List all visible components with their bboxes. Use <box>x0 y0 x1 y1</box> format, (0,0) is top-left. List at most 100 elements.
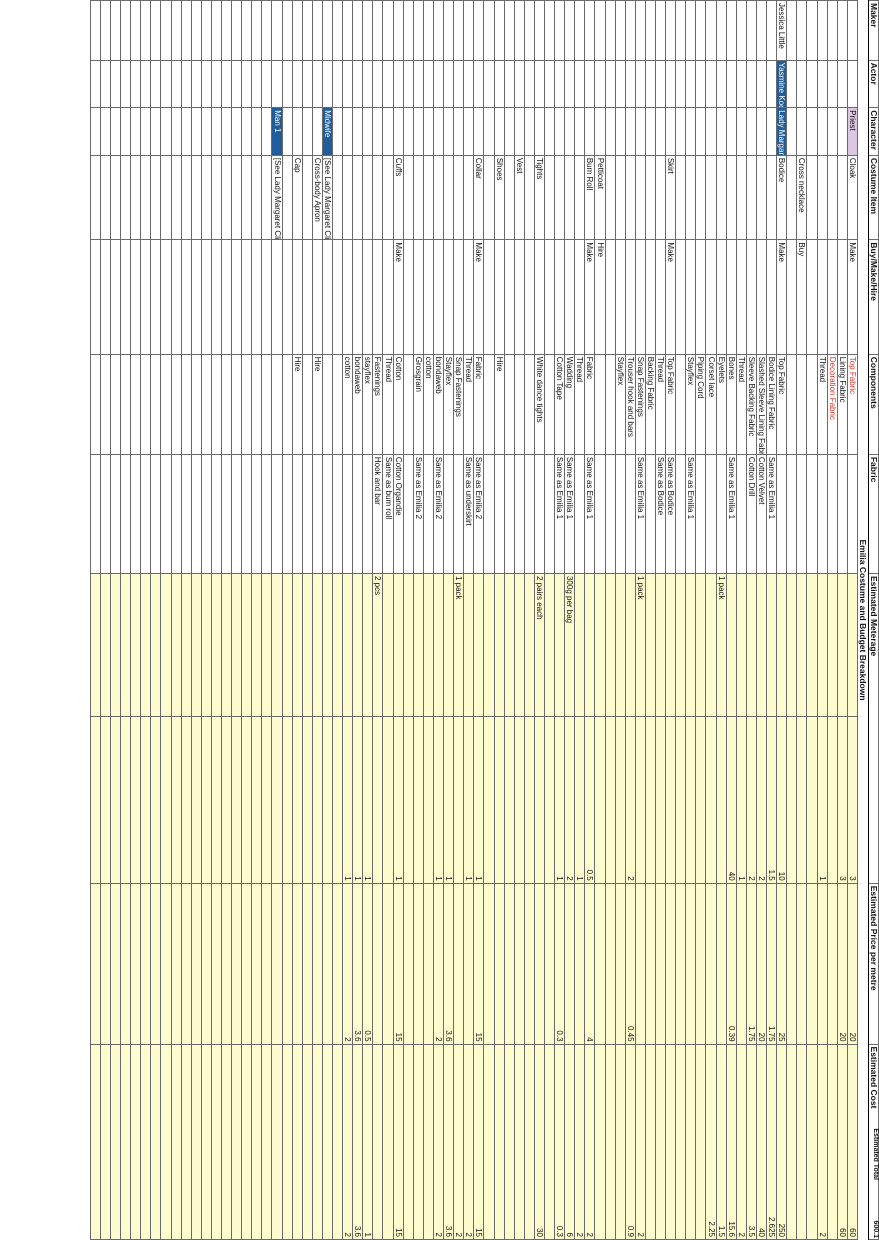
estimated-cost-cell[interactable] <box>271 1044 283 1240</box>
character-cell[interactable] <box>554 107 565 156</box>
estimated-cost-cell[interactable] <box>786 1044 797 1240</box>
empty-cell[interactable] <box>120 716 131 884</box>
meterage-note-cell[interactable] <box>443 573 454 717</box>
meterage-note-cell[interactable] <box>403 573 414 717</box>
fabric-cell[interactable] <box>271 454 283 574</box>
component-cell[interactable]: Slashed Sleeve Lining Fabric <box>756 354 767 455</box>
costume-item-cell[interactable] <box>403 155 414 240</box>
estimated-cost-cell[interactable] <box>322 1044 333 1240</box>
character-cell[interactable] <box>433 107 444 156</box>
meterage-note-cell[interactable] <box>756 573 767 717</box>
price-per-metre-cell[interactable] <box>453 883 464 1045</box>
maker-cell[interactable] <box>423 0 434 61</box>
estimated-cost-cell[interactable] <box>645 1044 656 1240</box>
component-cell[interactable]: Hire <box>292 354 303 455</box>
estimated-cost-cell[interactable]: 15 <box>393 1044 404 1240</box>
estimated-cost-cell[interactable] <box>806 1044 818 1240</box>
column-header-maker[interactable]: Maker <box>868 0 879 61</box>
costume-item-cell[interactable]: Cap <box>292 155 303 240</box>
character-cell[interactable] <box>786 107 797 156</box>
buy-make-hire-cell[interactable] <box>423 239 434 355</box>
estimated-cost-cell[interactable]: 15.6 <box>726 1044 737 1240</box>
character-cell[interactable]: Lady Margaret Clifford <box>776 107 787 156</box>
costume-item-cell[interactable] <box>806 155 818 240</box>
fabric-cell[interactable] <box>443 454 454 574</box>
empty-cell[interactable] <box>231 0 242 61</box>
fabric-cell[interactable] <box>605 454 616 574</box>
fabric-cell[interactable]: Cotton Drill <box>746 454 757 574</box>
maker-cell[interactable] <box>463 0 474 61</box>
fabric-cell[interactable] <box>776 454 787 574</box>
actor-cell[interactable] <box>675 60 686 108</box>
costume-item-cell[interactable]: Tights <box>534 155 545 240</box>
character-cell[interactable]: Midwife <box>322 107 333 156</box>
actor-cell[interactable] <box>322 60 333 108</box>
costume-item-cell[interactable] <box>655 155 666 240</box>
empty-cell[interactable] <box>150 239 161 355</box>
meterage-note-cell[interactable] <box>776 573 787 717</box>
quantity-cell[interactable]: 2 <box>746 716 757 884</box>
estimated-cost-cell[interactable] <box>544 1044 555 1240</box>
column-header-costume-item[interactable]: Costume Item <box>868 155 879 240</box>
estimated-cost-cell[interactable]: 2 <box>584 1044 595 1240</box>
estimated-cost-cell[interactable]: 2 <box>463 1044 474 1240</box>
fabric-cell[interactable] <box>494 454 505 574</box>
meterage-note-cell[interactable] <box>413 573 424 717</box>
buy-make-hire-cell[interactable] <box>706 239 717 355</box>
meterage-note-cell[interactable] <box>282 573 293 717</box>
character-cell[interactable] <box>736 107 747 156</box>
maker-cell[interactable] <box>786 0 797 61</box>
empty-cell[interactable] <box>191 354 202 455</box>
empty-cell[interactable] <box>100 454 111 574</box>
price-per-metre-cell[interactable] <box>383 883 394 1045</box>
buy-make-hire-cell[interactable] <box>403 239 414 355</box>
empty-cell[interactable] <box>110 1044 121 1240</box>
component-cell[interactable]: Corset lace <box>706 354 717 455</box>
costume-item-cell[interactable] <box>706 155 717 240</box>
costume-item-cell[interactable] <box>504 155 515 240</box>
character-cell[interactable] <box>806 107 818 156</box>
component-cell[interactable] <box>504 354 515 455</box>
maker-cell[interactable] <box>736 0 747 61</box>
price-per-metre-cell[interactable] <box>372 883 383 1045</box>
empty-cell[interactable] <box>171 239 182 355</box>
column-header-fabric[interactable]: Fabric <box>868 454 879 574</box>
character-cell[interactable] <box>837 107 848 156</box>
empty-cell[interactable] <box>211 155 222 240</box>
empty-cell[interactable] <box>110 239 121 355</box>
estimated-cost-cell[interactable]: 30 <box>534 1044 545 1240</box>
empty-cell[interactable] <box>90 716 101 884</box>
fabric-cell[interactable] <box>342 454 353 574</box>
character-cell[interactable] <box>463 107 474 156</box>
meterage-note-cell[interactable] <box>423 573 434 717</box>
price-per-metre-cell[interactable]: 0.3 <box>554 883 565 1045</box>
component-cell[interactable]: Top Fabric <box>665 354 676 455</box>
costume-item-cell[interactable] <box>383 155 394 240</box>
buy-make-hire-cell[interactable] <box>322 239 333 355</box>
estimated-cost-cell[interactable] <box>504 1044 515 1240</box>
buy-make-hire-cell[interactable] <box>453 239 464 355</box>
actor-cell[interactable] <box>665 60 676 108</box>
component-cell[interactable] <box>514 354 525 455</box>
meterage-note-cell[interactable] <box>584 573 595 717</box>
fabric-cell[interactable] <box>504 454 515 574</box>
empty-cell[interactable] <box>261 354 272 455</box>
character-cell[interactable] <box>655 107 666 156</box>
costume-item-cell[interactable]: Skirt <box>665 155 676 240</box>
fabric-cell[interactable] <box>827 454 838 574</box>
maker-cell[interactable] <box>594 0 606 61</box>
character-cell[interactable] <box>625 107 636 156</box>
component-cell[interactable]: Trouser hook and bars <box>625 354 636 455</box>
meterage-note-cell[interactable] <box>706 573 717 717</box>
empty-cell[interactable] <box>140 716 151 884</box>
component-cell[interactable]: Stayflex <box>615 354 626 455</box>
meterage-note-cell[interactable] <box>766 573 777 717</box>
fabric-cell[interactable]: Cotton Velvet <box>756 454 767 574</box>
character-cell[interactable] <box>473 107 484 156</box>
maker-cell[interactable] <box>756 0 767 61</box>
empty-cell[interactable] <box>251 239 262 355</box>
quantity-cell[interactable]: 1 <box>736 716 747 884</box>
buy-make-hire-cell[interactable]: Make <box>665 239 676 355</box>
component-cell[interactable]: bondaweb <box>433 354 444 455</box>
empty-cell[interactable] <box>130 1044 141 1240</box>
